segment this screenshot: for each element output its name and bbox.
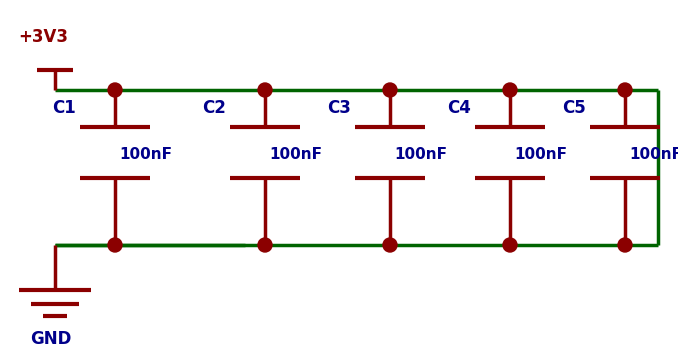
Circle shape: [258, 238, 272, 252]
Text: C1: C1: [52, 99, 76, 117]
Circle shape: [108, 238, 122, 252]
Circle shape: [618, 83, 632, 97]
Circle shape: [618, 238, 632, 252]
Text: 100nF: 100nF: [394, 147, 447, 162]
Circle shape: [108, 83, 122, 97]
Text: +3V3: +3V3: [18, 28, 68, 46]
Circle shape: [503, 83, 517, 97]
Circle shape: [383, 83, 397, 97]
Text: C2: C2: [202, 99, 226, 117]
Circle shape: [383, 238, 397, 252]
Text: GND: GND: [30, 330, 71, 348]
Text: C4: C4: [447, 99, 471, 117]
Text: C3: C3: [327, 99, 351, 117]
Text: 100nF: 100nF: [629, 147, 678, 162]
Text: 100nF: 100nF: [269, 147, 322, 162]
Text: C5: C5: [562, 99, 586, 117]
Text: 100nF: 100nF: [119, 147, 172, 162]
Circle shape: [258, 83, 272, 97]
Circle shape: [503, 238, 517, 252]
Text: 100nF: 100nF: [514, 147, 567, 162]
